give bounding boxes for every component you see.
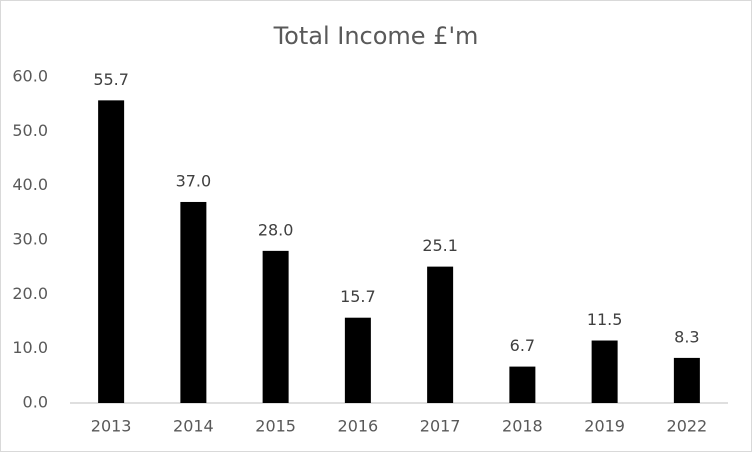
bar	[180, 201, 207, 403]
x-tick-label: 2016	[338, 417, 379, 436]
chart-title: Total Income £'m	[273, 22, 479, 50]
x-tick-label: 2014	[173, 417, 214, 436]
x-tick-label: 2018	[502, 417, 543, 436]
y-tick-label: 0.0	[23, 393, 48, 412]
value-label: 25.1	[422, 236, 458, 255]
x-tick-label: 2019	[584, 417, 625, 436]
y-tick-label: 50.0	[12, 121, 48, 140]
bar	[673, 357, 700, 403]
value-label: 37.0	[176, 171, 212, 190]
bar	[344, 317, 371, 403]
x-tick-label: 2013	[91, 417, 132, 436]
value-label: 8.3	[674, 327, 699, 346]
value-label: 15.7	[340, 287, 376, 306]
bar	[98, 100, 125, 403]
value-label: 6.7	[510, 336, 535, 355]
x-tick-label: 2017	[420, 417, 461, 436]
y-tick-label: 20.0	[12, 284, 48, 303]
x-tick-label: 2022	[667, 417, 708, 436]
value-label: 55.7	[93, 70, 129, 89]
bar	[262, 250, 289, 403]
y-tick-label: 10.0	[12, 338, 48, 357]
y-tick-label: 30.0	[12, 230, 48, 249]
bar	[591, 340, 618, 403]
bar	[509, 366, 536, 403]
x-tick-label: 2015	[255, 417, 296, 436]
y-tick-label: 60.0	[12, 67, 48, 86]
y-tick-label: 40.0	[12, 175, 48, 194]
value-label: 11.5	[587, 310, 623, 329]
value-label: 28.0	[258, 220, 294, 239]
bar	[427, 266, 454, 403]
